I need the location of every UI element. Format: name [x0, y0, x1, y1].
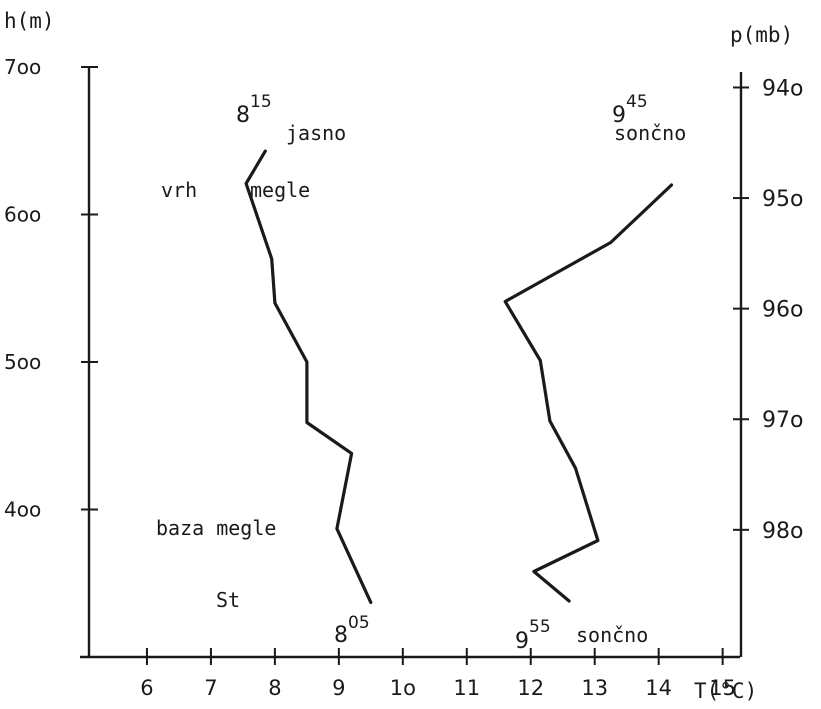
series-2-end-time-base: 9 [612, 103, 626, 128]
x-tick-label: 8 [268, 676, 281, 700]
y-tick-label: 6oo [4, 203, 41, 227]
annotation-baza-megle: baza megle [156, 516, 276, 540]
x-axis-label: T(°C) [694, 679, 757, 703]
y-tick-label: 5oo [4, 350, 41, 374]
series-1-start-time-base: 8 [334, 623, 348, 648]
series-2-start-time-base: 9 [515, 629, 529, 654]
right-tick-label: 95o [762, 187, 803, 212]
series-1-start-time-sup: 05 [348, 613, 370, 633]
y-tick-label: 4oo [4, 498, 41, 522]
annotation-soncno-bottom: sončno [576, 623, 648, 647]
series-group [244, 149, 674, 605]
x-tick-label: 6 [140, 676, 153, 700]
series-2-start-time-sup: 55 [529, 617, 551, 637]
x-tick-label: 13 [581, 676, 608, 700]
series-1-line [244, 149, 373, 605]
series-2-end-time: 945 [612, 92, 648, 128]
x-tick-label: 1o [390, 676, 416, 700]
annotation-jasno: jasno [286, 121, 346, 145]
x-tick-label: 11 [453, 676, 480, 700]
series-2-start-time: 955 [515, 617, 551, 654]
right-tick-label: 97o [762, 408, 803, 433]
right-tick-label: 96o [762, 298, 803, 323]
right-axis-label: p(mb) [730, 23, 793, 47]
right-tick-label: 98o [762, 519, 803, 544]
annotation-megle: megle [250, 178, 310, 202]
x-tick-label: 9 [332, 676, 345, 700]
annotation-st: St [216, 588, 240, 612]
axes [80, 67, 743, 659]
x-tick-label: 12 [517, 676, 544, 700]
annotation-soncno-top: sončno [614, 121, 686, 145]
left-axis-label: h(m) [4, 9, 55, 33]
series-1-start-time: 805 [334, 613, 370, 648]
series-2-line [503, 183, 674, 603]
series-2-end-time-sup: 45 [626, 92, 648, 112]
annotation-vrh: vrh [161, 178, 197, 202]
ticks: 6 7 8 9 1o 11 12 13 14 15 7oo 6oo 5oo 4oo 94o 95o 96o 97o… [4, 55, 803, 700]
series-1-end-time: 815 [236, 92, 272, 128]
y-tick-label: 7oo [4, 55, 41, 79]
series-1-end-time-sup: 15 [250, 92, 272, 112]
x-tick-label: 7 [204, 676, 217, 700]
x-tick-label: 14 [645, 676, 672, 700]
series-1-end-time-base: 8 [236, 103, 250, 128]
x-tick-label: 15 [709, 676, 736, 700]
right-tick-label: 94o [762, 76, 803, 101]
